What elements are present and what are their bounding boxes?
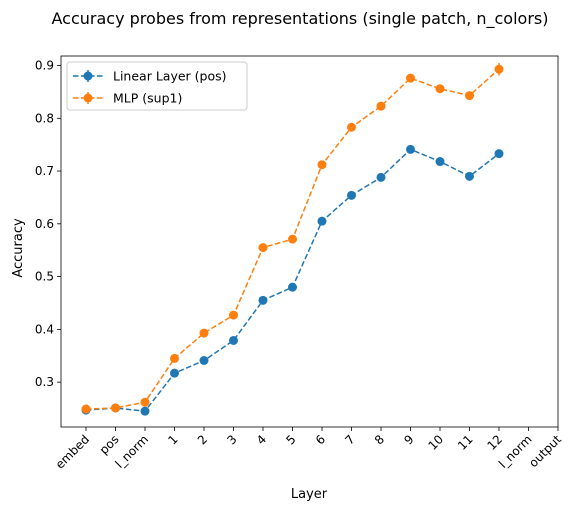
legend-frame bbox=[66, 61, 248, 111]
y-tick-label: 0.8 bbox=[35, 111, 54, 125]
x-tick-label: 12 bbox=[484, 432, 505, 453]
y-tick-label: 0.7 bbox=[35, 164, 54, 178]
x-tick-label: 5 bbox=[283, 432, 298, 447]
plot-area bbox=[60, 55, 559, 428]
x-tick-label: 4 bbox=[254, 432, 269, 447]
y-axis-label: Accuracy bbox=[11, 218, 26, 278]
data-point bbox=[258, 243, 268, 253]
data-point bbox=[199, 356, 209, 366]
legend-label: MLP (sup1) bbox=[113, 91, 182, 106]
x-tick-label: output bbox=[526, 432, 564, 470]
legend-marker bbox=[83, 71, 93, 81]
axes-frame bbox=[60, 55, 559, 428]
x-tick-label: 10 bbox=[425, 432, 446, 453]
series-0 bbox=[81, 144, 504, 416]
chart-title: Accuracy probes from representations (si… bbox=[52, 9, 549, 29]
x-tick-label: pos bbox=[97, 432, 122, 457]
data-point bbox=[435, 157, 445, 167]
data-point bbox=[140, 397, 150, 407]
x-axis-label: Layer bbox=[291, 487, 328, 502]
data-point bbox=[288, 234, 297, 244]
x-tick-label: 6 bbox=[313, 432, 328, 447]
x-tick-label: 3 bbox=[224, 432, 239, 447]
y-tick-label: 0.9 bbox=[35, 58, 54, 72]
data-point bbox=[494, 64, 504, 74]
y-tick-label: 0.4 bbox=[35, 322, 54, 336]
data-point bbox=[140, 406, 150, 416]
x-tick-label: embed bbox=[53, 432, 92, 471]
data-point bbox=[229, 310, 238, 320]
data-point bbox=[258, 295, 268, 305]
data-point bbox=[435, 84, 445, 94]
y-tick-label: 0.5 bbox=[35, 270, 54, 284]
x-tick-label: 11 bbox=[455, 432, 476, 453]
data-point bbox=[111, 403, 120, 413]
legend: Linear Layer (pos) MLP (sup1) bbox=[66, 61, 248, 111]
data-point bbox=[199, 328, 209, 338]
data-point bbox=[406, 73, 415, 83]
data-point bbox=[347, 190, 356, 200]
data-point bbox=[494, 149, 504, 159]
y-tick-label: 0.6 bbox=[35, 217, 54, 231]
data-point bbox=[317, 216, 327, 226]
data-point bbox=[170, 368, 179, 378]
data-point bbox=[376, 172, 386, 182]
series-1 bbox=[81, 62, 504, 414]
x-tick-label: l_norm bbox=[496, 432, 535, 471]
legend-marker bbox=[83, 93, 93, 103]
data-point bbox=[465, 171, 474, 181]
data-point bbox=[465, 91, 474, 101]
data-point bbox=[347, 122, 356, 132]
data-point bbox=[317, 160, 327, 170]
x-tick-label: l_norm bbox=[112, 432, 151, 471]
data-point bbox=[170, 353, 179, 363]
series-line bbox=[85, 148, 500, 412]
data-point bbox=[288, 282, 297, 292]
x-tick-label: 8 bbox=[372, 432, 387, 447]
data-point bbox=[376, 101, 386, 111]
series-layer bbox=[81, 62, 504, 416]
x-tick-label: 9 bbox=[401, 432, 416, 447]
data-point bbox=[81, 404, 91, 414]
y-axis: 0.3 0.4 0.5 0.6 0.7 0.8 0.9 bbox=[35, 58, 61, 389]
data-point bbox=[229, 335, 238, 345]
x-tick-label: 7 bbox=[342, 432, 357, 447]
data-point bbox=[406, 144, 415, 154]
legend-label: Linear Layer (pos) bbox=[113, 69, 227, 84]
x-tick-label: 2 bbox=[195, 432, 210, 447]
x-tick-label: 1 bbox=[165, 432, 180, 447]
legend-entry: MLP (sup1) bbox=[73, 91, 182, 106]
y-tick-label: 0.3 bbox=[35, 375, 54, 389]
legend-entry: Linear Layer (pos) bbox=[73, 69, 227, 84]
